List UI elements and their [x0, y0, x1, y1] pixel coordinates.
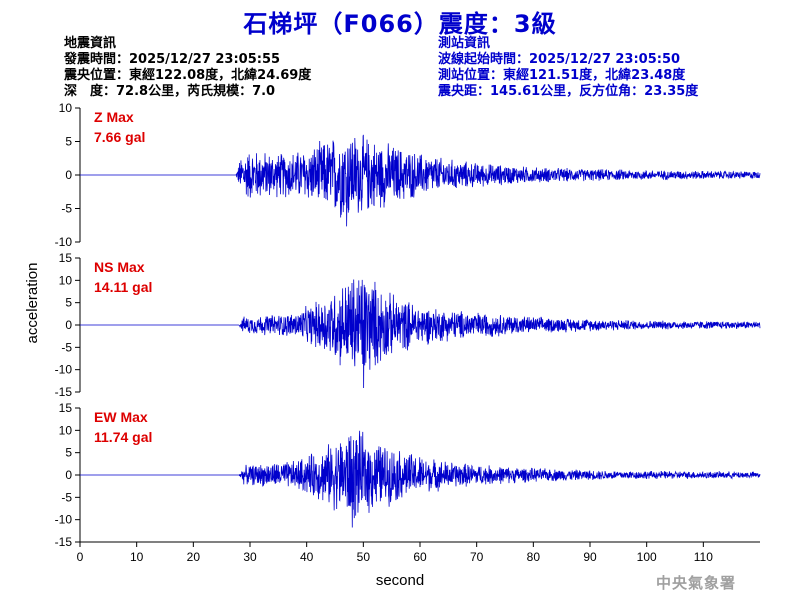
- wave-start-time: 波線起始時間：2025/12/27 23:05:50: [438, 52, 681, 67]
- y-tick-label: -10: [55, 235, 73, 249]
- y-tick-label: -5: [61, 490, 72, 504]
- earthquake-info-heading: 地震資訊: [64, 36, 117, 51]
- x-tick-label: 40: [300, 550, 314, 564]
- y-tick-label: 5: [65, 135, 72, 149]
- station-info-heading: 測站資訊: [438, 36, 491, 51]
- y-tick-label: 0: [65, 318, 72, 332]
- y-tick-label: 10: [59, 101, 73, 115]
- x-tick-label: 30: [243, 550, 257, 564]
- y-tick-label: 0: [65, 168, 72, 182]
- x-tick-label: 0: [77, 550, 84, 564]
- y-tick-label: 10: [59, 273, 73, 287]
- origin-time: 發震時間：2025/12/27 23:05:55: [64, 52, 281, 67]
- y-tick-label: 5: [65, 446, 72, 460]
- panel-z: 10 5 0 -5 -10 Z Max 7.66 gal: [55, 101, 761, 249]
- station-info-block: 測站資訊 波線起始時間：2025/12/27 23:05:50 測站位置：東經1…: [438, 36, 698, 100]
- x-tick-label: 10: [130, 550, 144, 564]
- depth-magnitude: 深 度：72.8公里，芮氏規模：7.0: [64, 84, 276, 99]
- max-value-ew: 11.74 gal: [94, 429, 152, 445]
- earthquake-info-block: 地震資訊 發震時間：2025/12/27 23:05:55 震央位置：東經122…: [64, 36, 311, 100]
- waveform-ew: [80, 430, 761, 528]
- x-tick-label: 60: [413, 550, 427, 564]
- x-tick-label: 90: [583, 550, 597, 564]
- y-tick-label: 0: [65, 468, 72, 482]
- y-tick-label: -15: [55, 535, 73, 549]
- x-tick-label: 20: [187, 550, 201, 564]
- max-label-ew: EW Max: [94, 409, 148, 425]
- x-tick-label: 80: [527, 550, 541, 564]
- max-label-z: Z Max: [94, 109, 134, 125]
- y-tick-label: 10: [59, 423, 73, 437]
- waveform-z: [80, 134, 761, 227]
- y-tick-label: -15: [55, 385, 73, 399]
- y-tick-label: -5: [61, 202, 72, 216]
- x-axis-label: second: [376, 572, 424, 589]
- max-value-ns: 14.11 gal: [94, 279, 152, 295]
- x-tick-label: 100: [637, 550, 657, 564]
- panel-ns: 15 10 5 0 -5 -10 -15 NS Max 14.11 gal: [55, 251, 761, 399]
- station-location: 測站位置：東經121.51度，北緯23.48度: [438, 68, 686, 83]
- max-label-ns: NS Max: [94, 259, 145, 275]
- max-value-z: 7.66 gal: [94, 129, 145, 145]
- y-tick-label: -10: [55, 363, 73, 377]
- epicentral-distance: 震央距：145.61公里，反方位角：23.35度: [438, 84, 699, 99]
- chart-title: 石梯坪（F066）震度：3級: [243, 10, 557, 38]
- y-tick-label: -10: [55, 513, 73, 527]
- waveform-ns: [80, 279, 761, 389]
- epicenter-location: 震央位置：東經122.08度，北緯24.69度: [64, 68, 312, 83]
- y-tick-label: 15: [59, 251, 73, 265]
- agency-watermark: 中央氣象署: [656, 574, 737, 592]
- y-axis-label: acceleration: [24, 263, 41, 344]
- x-tick-label: 70: [470, 550, 484, 564]
- y-tick-label: 15: [59, 401, 73, 415]
- x-tick-label: 50: [357, 550, 371, 564]
- y-tick-label: 5: [65, 296, 72, 310]
- panel-ew: 15 10 5 0 -5 -10 -15 EW Max 11.74 gal: [55, 401, 761, 549]
- x-axis: 0 10 20 30 40 50 60 70 80 90 100 110: [77, 541, 760, 564]
- y-tick-label: -5: [61, 340, 72, 354]
- x-tick-label: 110: [694, 550, 713, 564]
